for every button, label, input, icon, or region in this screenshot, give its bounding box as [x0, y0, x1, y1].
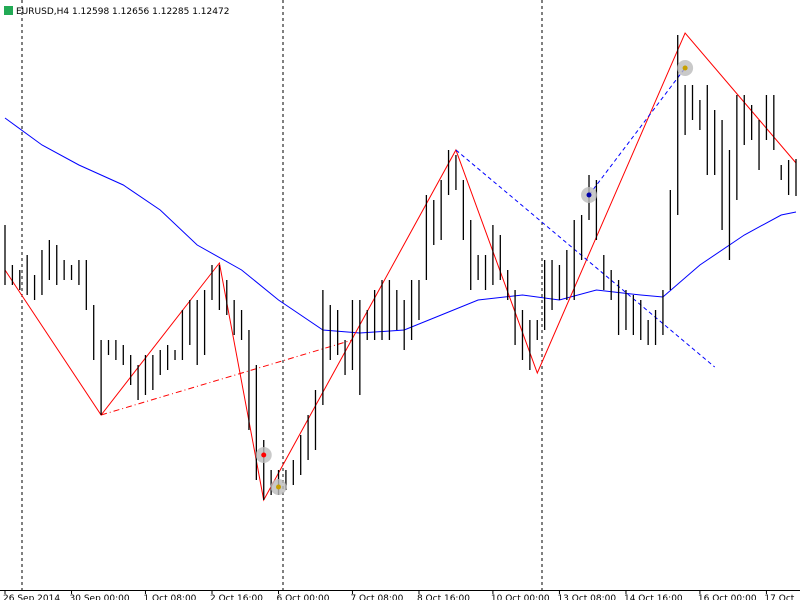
x-tick-label: 14 Oct 16:00 [624, 594, 683, 600]
x-tick-label: 6 Oct 00:00 [277, 594, 330, 600]
x-tick-label: 30 Sep 00:00 [70, 594, 130, 600]
x-tick-label: 26 Sep 2014 [3, 594, 60, 600]
symbol-icon [4, 6, 13, 15]
x-tick-label: 2 Oct 16:00 [210, 594, 263, 600]
x-tick-label: 10 Oct 00:00 [491, 594, 550, 600]
signal-dot [682, 65, 688, 71]
x-tick-label: 1 Oct 08:00 [143, 594, 196, 600]
chart-title: EURUSD,H4 1.12598 1.12656 1.12285 1.1247… [16, 7, 229, 17]
x-tick-label: 13 Oct 08:00 [557, 594, 616, 600]
x-tick-label: 7 Oct 08:00 [350, 594, 403, 600]
indicator-line [455, 149, 716, 368]
x-tick-label: 17 Oct [764, 594, 794, 600]
indicator-line [4, 117, 797, 334]
indicator-line [100, 339, 353, 416]
indicator-line [588, 67, 686, 196]
signal-dot [586, 192, 592, 198]
x-tick-label: 8 Oct 16:00 [417, 594, 470, 600]
x-tick-label: 16 Oct 00:00 [698, 594, 757, 600]
signal-dot [261, 452, 267, 458]
signal-dot [276, 484, 282, 490]
